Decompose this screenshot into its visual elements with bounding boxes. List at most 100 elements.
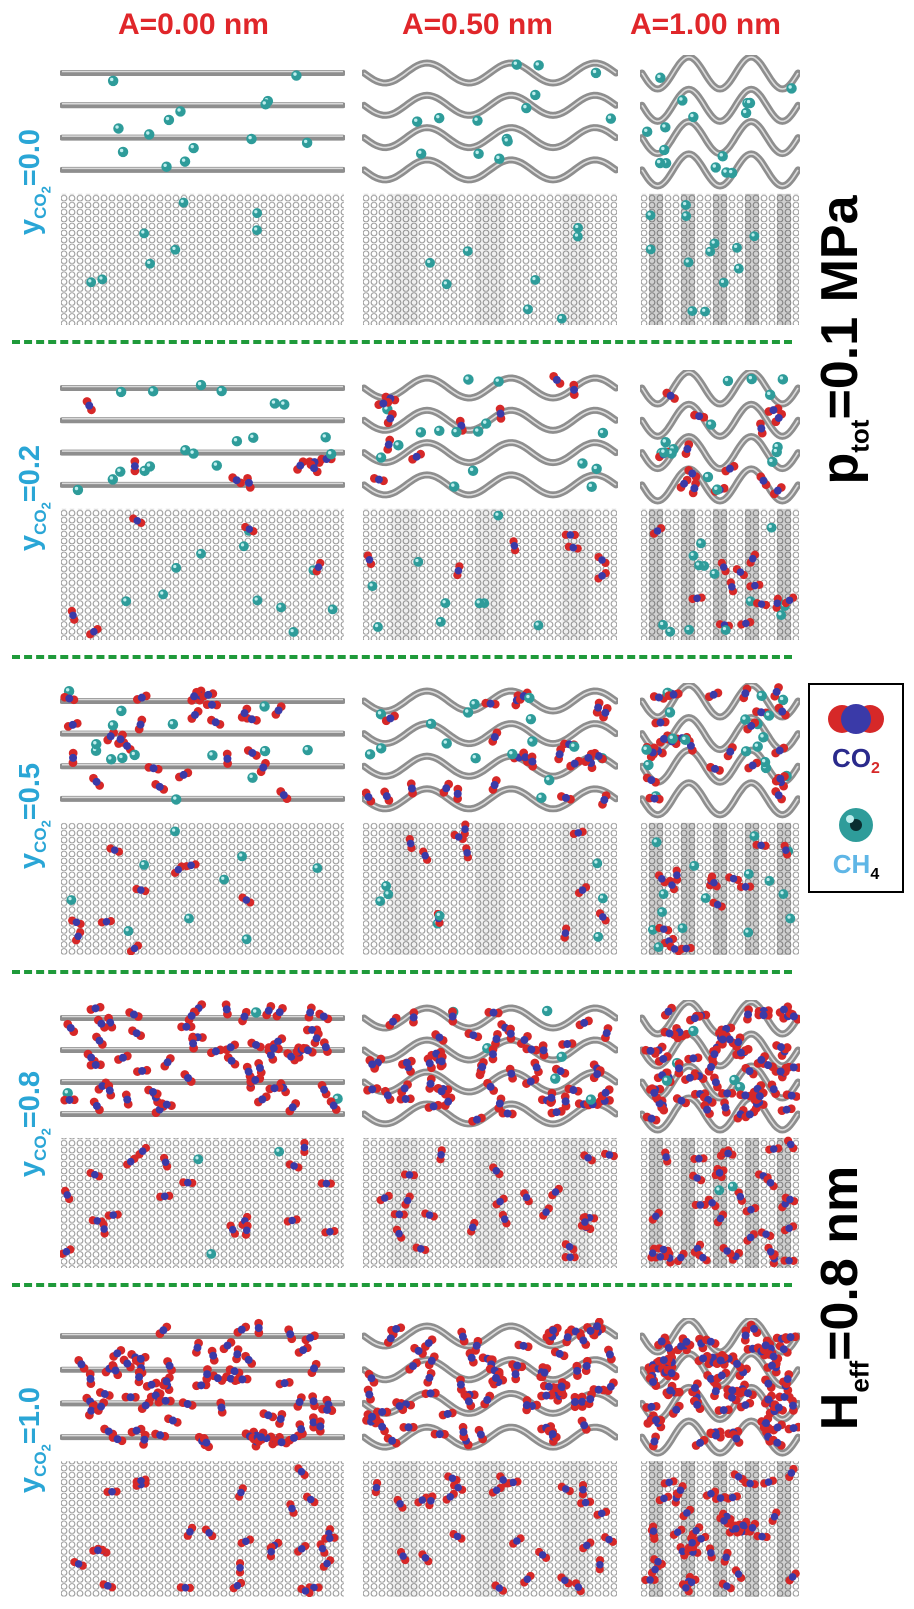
co2-molecule [509,1534,525,1548]
legend-graphics [828,704,884,842]
legend-co2-label: CO2 [832,743,880,778]
co2-molecule [654,1333,670,1350]
co2-molecule [686,1011,704,1025]
co2-molecule [770,1400,787,1415]
ch4-molecule [593,931,604,942]
co2-molecule [668,1401,684,1418]
snapshot-panel-r1-c1 [362,371,618,640]
co2-molecule [560,924,571,942]
co2-molecule [226,1221,240,1238]
co2-molecule [678,1580,693,1596]
co2-molecule [488,728,502,746]
ch4-molecule [665,626,676,637]
co2-molecule [676,1543,689,1560]
co2-molecule [546,1088,557,1107]
co2-molecule [771,1067,790,1077]
ch4-molecule [241,934,252,945]
co2-molecule [785,1464,798,1482]
ch4-molecule [702,471,714,483]
top-view-molecules [67,514,338,639]
ch4-molecule [473,148,484,160]
co2-molecule [604,1345,616,1364]
snapshot-panel-r3-c0 [60,1000,345,1268]
co2-molecule [418,1550,433,1566]
snapshot-panel-r4-c1 [362,1318,618,1597]
co2-molecule [654,871,669,887]
ch4-molecule [758,732,769,743]
side-view-molecules [369,371,609,492]
ch4-molecule [463,374,474,385]
co2-molecule [595,909,610,925]
co2-molecule [663,1381,677,1400]
ch4-molecule [375,896,386,907]
co2-molecule [777,1104,796,1116]
co2-molecule [718,1030,728,1049]
side-view-graphene-sheets [60,385,345,488]
co2-molecule [729,1430,744,1447]
co2-molecule [710,1073,722,1092]
co2-molecule [566,756,584,771]
co2-molecule [60,1095,79,1105]
row-divider-2 [12,655,792,659]
co2-molecule [672,1094,691,1108]
co2-molecule [580,1151,596,1165]
co2-molecule [508,1360,527,1372]
co2-molecule [243,473,255,492]
ch4-molecule [451,426,462,438]
co2-molecule [468,1113,486,1126]
ch4-molecule [597,427,609,439]
co2-molecule [781,1332,800,1342]
ch4-molecule [717,151,728,162]
co2-molecule [558,1039,577,1049]
side-view-molecules [655,373,789,499]
co2-molecule [570,1392,580,1412]
co2-molecule [594,552,610,568]
co2-molecule [767,1080,780,1098]
co2-molecule [583,1322,598,1339]
ch4-molecule [681,211,692,222]
column-header-a100: A=1.00 nm [630,8,781,41]
co2-molecule [498,1210,511,1228]
side-view-graphene-sheets [60,70,345,173]
co2-molecule [114,1051,132,1064]
co2-molecule [266,1543,276,1561]
co2-molecule [746,1519,760,1536]
ch4-molecule [541,1005,553,1017]
top-view-wave-ridges [649,193,791,325]
top-view-molecules [86,197,263,288]
ch4-molecule [732,242,742,253]
side-view-molecules [74,1318,337,1452]
co2-molecule [471,1336,483,1355]
ch4-molecule [434,910,445,921]
co2-molecule [681,440,694,458]
co2-molecule [156,1191,174,1201]
co2-molecule [646,743,659,762]
co2-molecule [700,1101,714,1119]
ch4-molecule [660,122,671,133]
ch4-molecule [645,244,656,255]
co2-molecule [128,1026,146,1041]
co2-molecule [396,1094,415,1104]
ch4-molecule [413,556,424,567]
co2-molecule [176,1583,195,1593]
co2-molecule [522,1075,540,1088]
ch4-molecule [502,136,513,147]
side-view-molecules [411,59,617,164]
co2-molecule [380,787,394,805]
co2-molecule [763,1359,781,1372]
co2-molecule [759,1336,772,1355]
co2-molecule [63,1019,79,1036]
ch4-molecule [766,522,777,533]
co2-molecule [397,1080,412,1097]
co2-molecule [550,1347,569,1361]
co2-molecule [740,1326,751,1345]
ch4-molecule [91,738,102,750]
co2-molecule [304,1003,316,1022]
co2-molecule [421,1388,440,1399]
co2-molecule [760,1476,777,1488]
co2-molecule [144,763,163,774]
ch4-molecule [643,759,654,771]
ch4-molecule [776,610,787,621]
co2-molecule [155,1322,172,1338]
ch4-molecule [688,550,699,561]
